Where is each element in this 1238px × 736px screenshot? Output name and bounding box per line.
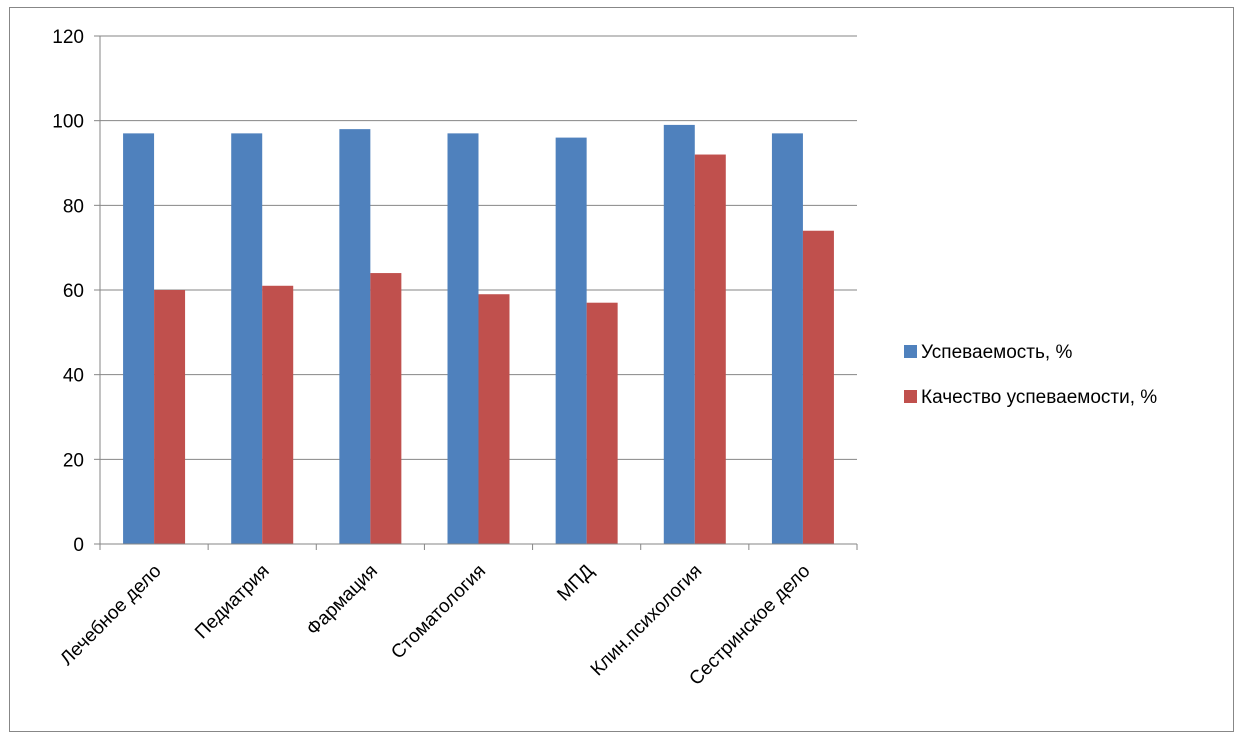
axes (94, 35, 858, 550)
bar-series-2-2 (262, 285, 294, 544)
bars (123, 124, 834, 545)
bar-series-1-2 (231, 133, 263, 544)
legend: Успеваемость, % Качество успеваемости, % (904, 342, 1157, 408)
bar-series-1-7 (771, 133, 803, 544)
bar-series-1-3 (339, 129, 371, 544)
legend-label-series-2: Качество успеваемости, % (921, 387, 1157, 408)
bar-series-2-1 (154, 290, 186, 544)
y-tick-label: 60 (63, 281, 84, 302)
legend-swatch-series-2 (904, 390, 917, 403)
x-tick-label: Стоматология (387, 561, 490, 664)
bar-series-1-4 (447, 133, 479, 544)
x-tick-label: Клин.психология (587, 561, 707, 681)
x-tick-label: Фармация (303, 561, 382, 640)
bar-series-1-1 (123, 133, 155, 544)
x-tick-label: Лечебное дело (56, 561, 165, 670)
legend-swatch-series-1 (904, 345, 917, 358)
gridlines (100, 35, 857, 460)
bar-series-2-4 (478, 294, 510, 544)
y-tick-label: 80 (63, 196, 84, 217)
bar-series-2-6 (694, 154, 726, 545)
bar-series-2-7 (802, 230, 834, 544)
y-tick-label: 40 (63, 366, 84, 387)
bar-series-2-5 (586, 302, 618, 544)
y-tick-label: 120 (52, 27, 84, 48)
x-tick-labels: Лечебное дело Педиатрия Фармация Стоматолог… (56, 561, 814, 690)
y-tick-label: 100 (52, 112, 84, 133)
bar-series-1-6 (663, 124, 695, 545)
y-tick-labels: 0 20 40 60 80 100 120 (52, 27, 84, 556)
y-tick-label: 20 (63, 450, 84, 471)
x-tick-label: МПД (553, 561, 598, 606)
bar-series-2-3 (370, 273, 402, 544)
legend-label-series-1: Успеваемость, % (921, 342, 1072, 363)
y-tick-label: 0 (73, 535, 84, 556)
x-tick-label: Педиатрия (191, 561, 274, 644)
chart-frame (9, 7, 1234, 732)
bar-series-1-5 (555, 137, 587, 544)
x-tick-label: Сестринское дело (685, 561, 814, 690)
